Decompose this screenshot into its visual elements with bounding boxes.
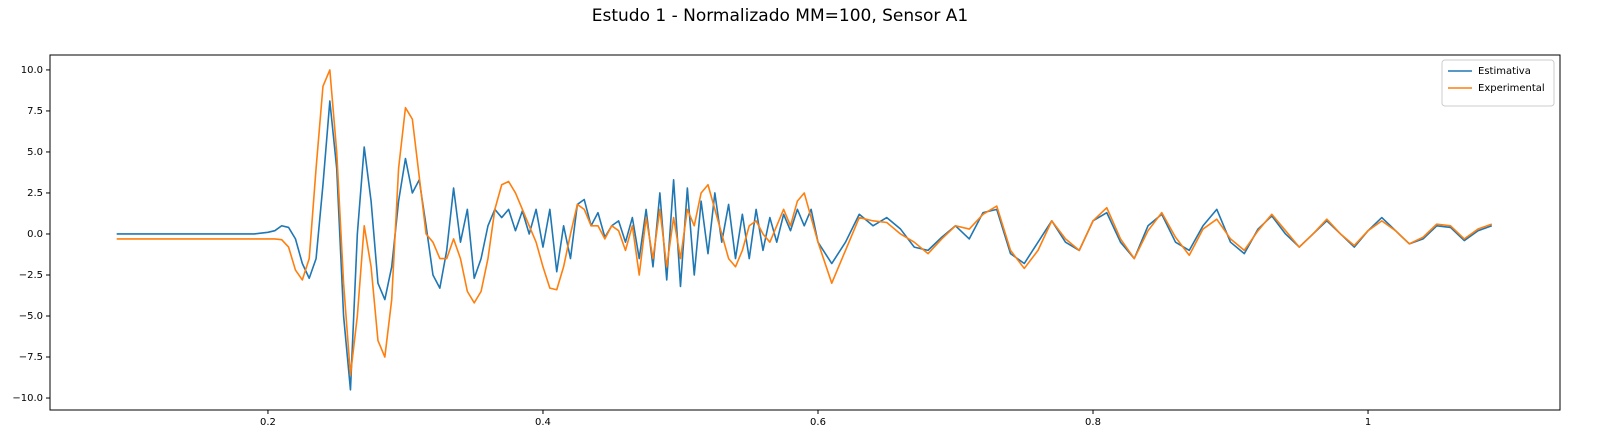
y-tick-label: −10.0 — [12, 393, 43, 404]
x-tick-label: 0.6 — [810, 417, 826, 428]
x-tick-label: 0.2 — [260, 417, 276, 428]
y-tick-label: 0.0 — [27, 229, 43, 240]
chart-title: Estudo 1 - Normalizado MM=100, Sensor A1 — [592, 6, 969, 26]
y-tick-label: 7.5 — [27, 106, 43, 117]
series-line — [116, 69, 1493, 376]
x-tick-label: 1 — [1365, 417, 1371, 428]
y-tick-label: −7.5 — [19, 352, 43, 363]
y-tick-label: 5.0 — [27, 147, 43, 158]
plot-frame — [49, 54, 1561, 411]
y-tick-label: −2.5 — [19, 270, 43, 281]
y-tick-label: 10.0 — [21, 65, 43, 76]
x-tick-label: 0.8 — [1085, 417, 1101, 428]
y-tick-label: 2.5 — [27, 188, 43, 199]
legend-label: Experimental — [1478, 83, 1545, 94]
legend-label: Estimativa — [1478, 66, 1531, 77]
x-tick-label: 0.4 — [535, 417, 551, 428]
series-line — [116, 100, 1493, 391]
y-tick-label: −5.0 — [19, 311, 43, 322]
